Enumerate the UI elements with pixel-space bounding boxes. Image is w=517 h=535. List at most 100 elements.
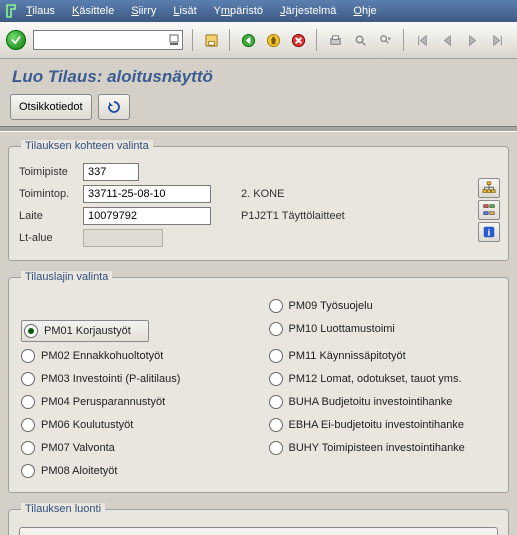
input-laite[interactable]: 10079792 [83,207,211,225]
radio-pm07[interactable]: PM07 Valvonta [21,439,249,457]
menu-lisat[interactable]: Lisät [173,5,196,17]
next-page-icon[interactable] [461,29,483,51]
refresh-button[interactable] [98,94,130,120]
group-order-type: Tilauslajin valinta PM09 Työsuojelu PM01 … [8,271,509,493]
radio-label: PM03 Investointi (P-alitilaus) [41,373,180,385]
radio-pm10[interactable]: PM10 Luottamustoimi [269,320,497,338]
radio-ebha[interactable]: EBHA Ei-budjetoitu investointihanke [269,416,497,434]
create-order-button[interactable]: Luo Tilaus [19,527,498,535]
back-icon[interactable] [237,29,259,51]
radio-indicator [269,322,283,336]
hierarchy-icon[interactable] [478,178,500,198]
save-icon[interactable] [200,29,222,51]
radio-buhy[interactable]: BUHY Toimipisteen investointihanke [269,439,497,457]
radio-label: BUHY Toimipisteen investointihanke [289,442,465,454]
radio-indicator [269,299,283,313]
menu-tilaus[interactable]: Tilaus [26,5,55,17]
label-toimipiste: Toimipiste [19,166,83,178]
last-page-icon[interactable] [486,29,508,51]
radio-pm06[interactable]: PM06 Koulutustyöt [21,416,249,434]
command-field[interactable] [33,30,183,50]
radio-indicator [21,464,35,478]
radio-indicator [269,372,283,386]
toolbar-separator [316,29,317,51]
radio-indicator [21,395,35,409]
cancel-icon[interactable] [287,29,309,51]
row-ltalue: Lt-alue [19,228,498,248]
input-toimipiste[interactable]: 337 [83,163,139,181]
sap-system-icon [5,3,21,19]
print-icon[interactable] [324,29,346,51]
radio-indicator [21,418,35,432]
row-laite: Laite 10079792 P1J2T1 Täyttölaitteet [19,206,498,226]
structure-icon[interactable] [478,200,500,220]
row-toimintop: Toimintop. 33711-25-08-10 2. KONE [19,184,498,204]
exit-icon[interactable] [262,29,284,51]
info-icon[interactable]: i [478,222,500,242]
radio-pm12[interactable]: PM12 Lomat, odotukset, tauot yms. [269,370,497,388]
radio-label: PM01 Korjaustyöt [44,325,131,337]
menu-ymparisto[interactable]: Ympäristö [214,5,264,17]
radio-pm09[interactable]: PM09 Työsuojelu [269,297,497,315]
svg-text:i: i [488,228,491,239]
radio-label: PM08 Aloitetyöt [41,465,117,477]
radio-label: PM04 Perusparannustyöt [41,396,165,408]
input-ltalue[interactable] [83,229,163,247]
standard-toolbar [0,22,517,59]
content-area: Tilauksen kohteen valinta i Toimipiste 3… [0,132,517,535]
toolbar-separator [229,29,230,51]
find-icon[interactable] [349,29,371,51]
radio-indicator [21,349,35,363]
radio-spacer [21,297,249,311]
label-laite: Laite [19,210,83,222]
radio-label: PM11 Käynnissäpitotyöt [289,350,406,362]
screen-title: Luo Tilaus: aloitusnäyttö [0,59,517,90]
right-icon-column: i [478,178,500,242]
desc-toimintop: 2. KONE [241,188,284,200]
header-data-button[interactable]: Otsikkotiedot [10,94,92,120]
menu-ohje[interactable]: Ohje [353,5,376,17]
group-object-selection-legend: Tilauksen kohteen valinta [21,140,153,152]
radio-label: PM07 Valvonta [41,442,115,454]
application-toolbar: Otsikkotiedot [0,90,517,126]
radio-label: BUHA Budjetoitu investointihanke [289,396,453,408]
radio-indicator [21,441,35,455]
radio-pm03[interactable]: PM03 Investointi (P-alitilaus) [21,370,249,388]
menu-kasittele[interactable]: Käsittele [72,5,114,17]
desc-laite: P1J2T1 Täyttölaitteet [241,210,345,222]
label-toimintop: Toimintop. [19,188,83,200]
toolbar-separator [403,29,404,51]
find-next-icon[interactable] [374,29,396,51]
group-create-order-legend: Tilauksen luonti [21,503,105,515]
label-ltalue: Lt-alue [19,232,83,244]
radio-label: EBHA Ei-budjetoitu investointihanke [289,419,465,431]
menu-jarjestelma[interactable]: Järjestelmä [280,5,336,17]
radio-indicator [21,372,35,386]
radio-indicator [269,395,283,409]
radio-indicator [24,324,38,338]
enter-button[interactable] [6,30,26,50]
first-page-icon[interactable] [411,29,433,51]
radio-label: PM02 Ennakkohuoltotyöt [41,350,163,362]
prev-page-icon[interactable] [436,29,458,51]
radio-indicator [269,418,283,432]
radio-pm04[interactable]: PM04 Perusparannustyöt [21,393,249,411]
row-toimipiste: Toimipiste 337 [19,162,498,182]
radio-pm08[interactable]: PM08 Aloitetyöt [21,462,249,480]
radio-pm01[interactable]: PM01 Korjaustyöt [21,320,149,342]
radio-indicator [269,349,283,363]
command-dropdown-icon[interactable] [169,34,179,46]
radio-pm02[interactable]: PM02 Ennakkohuoltotyöt [21,347,249,365]
menu-siirry[interactable]: Siirry [131,5,156,17]
group-order-type-legend: Tilauslajin valinta [21,271,112,283]
header-data-label: Otsikkotiedot [19,101,83,113]
radio-label: PM09 Työsuojelu [289,300,373,312]
group-object-selection: Tilauksen kohteen valinta i Toimipiste 3… [8,140,509,261]
order-type-radio-grid: PM09 Työsuojelu PM01 Korjaustyöt PM10 Luot… [19,293,498,482]
radio-buha[interactable]: BUHA Budjetoitu investointihanke [269,393,497,411]
radio-pm11[interactable]: PM11 Käynnissäpitotyöt [269,347,497,365]
radio-label: PM12 Lomat, odotukset, tauot yms. [289,373,462,385]
radio-indicator [269,441,283,455]
group-create-order: Tilauksen luonti Luo Tilaus [8,503,509,535]
input-toimintop[interactable]: 33711-25-08-10 [83,185,211,203]
